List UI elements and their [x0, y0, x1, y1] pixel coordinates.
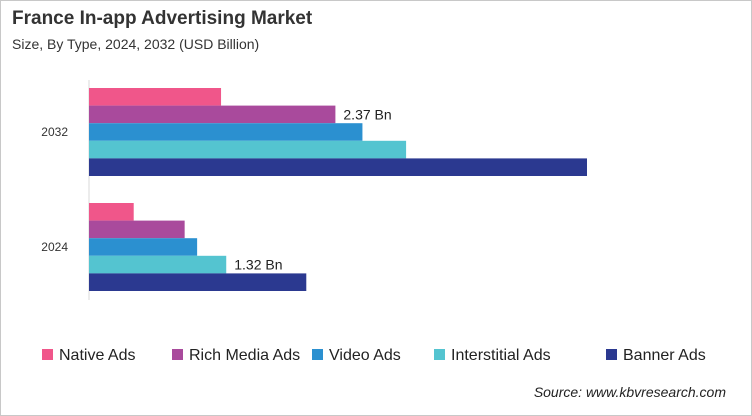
legend-item: Banner Ads: [623, 347, 706, 364]
bar-banner-ads-2032: [89, 158, 587, 176]
chart-title: France In-app Advertising Market: [12, 8, 313, 29]
legend-item: Video Ads: [329, 347, 401, 364]
category-label: 2032: [41, 125, 68, 139]
legend-swatch: [434, 349, 445, 360]
bar-native-ads-2032: [89, 88, 222, 106]
bar-video-ads-2032: [89, 123, 363, 141]
legend-swatch: [606, 349, 617, 360]
data-label: 2.37 Bn: [343, 106, 391, 122]
category-label: 2024: [41, 240, 68, 254]
legend-item: Interstitial Ads: [451, 347, 551, 364]
bar-video-ads-2024: [89, 238, 198, 256]
legend-item: Native Ads: [59, 347, 135, 364]
bar-native-ads-2024: [89, 203, 134, 221]
legend-swatch: [42, 349, 53, 360]
data-label: 1.32 Bn: [234, 257, 282, 273]
legend-item: Rich Media Ads: [189, 347, 300, 364]
legend-swatch: [172, 349, 183, 360]
chart-subtitle: Size, By Type, 2024, 2032 (USD Billion): [12, 36, 260, 52]
bar-rich-media-ads-2024: [89, 220, 185, 239]
bar-banner-ads-2024: [89, 273, 307, 291]
source-note: Source: www.kbvresearch.com: [533, 384, 726, 400]
bar-interstitial-ads-2024: [89, 255, 227, 274]
bar-interstitial-ads-2032: [89, 140, 407, 159]
legend-swatch: [312, 349, 323, 360]
bar-rich-media-ads-2032: [89, 105, 336, 124]
